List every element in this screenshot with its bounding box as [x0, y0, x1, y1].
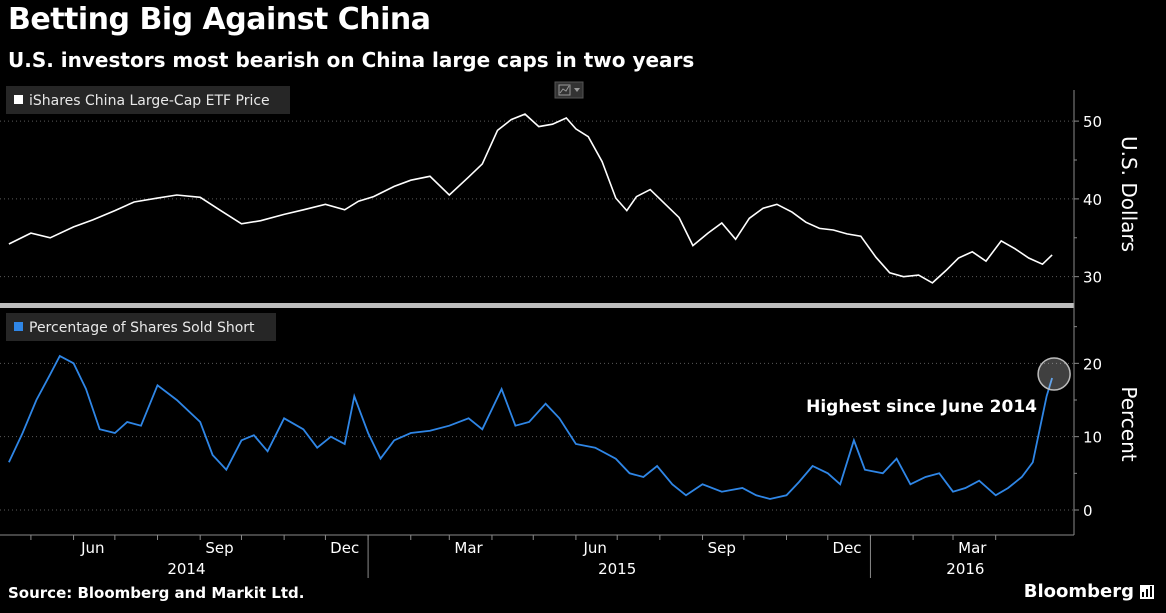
x-tick-label: Sep [708, 539, 736, 557]
grid-top [0, 120, 1074, 278]
y-tick-label: 10 [1083, 429, 1102, 447]
panel-divider [0, 303, 1074, 308]
x-tick-label: Mar [958, 539, 987, 557]
y-tick-label: 50 [1083, 113, 1102, 131]
y-tick-label: 20 [1083, 355, 1102, 373]
x-year-label: 2014 [167, 560, 205, 578]
x-year-label: 2016 [946, 560, 984, 578]
source-note: Source: Bloomberg and Markit Ltd. [8, 584, 305, 602]
y-axis-label-bottom: Percent [1117, 386, 1141, 461]
x-axis: Jun Sep Dec Mar Jun Sep Dec Mar 2014 2015 2016 [30, 535, 997, 578]
annotation-highest: Highest since June 2014 [806, 397, 1037, 417]
y-tick-label: 40 [1083, 191, 1102, 209]
x-tick-label: Dec [330, 539, 359, 557]
legend-bottom-swatch [14, 322, 23, 331]
line-chart-icon [558, 84, 571, 96]
y-axis-top: 30 40 50 [1074, 113, 1102, 287]
x-tick-label: Sep [205, 539, 233, 557]
chart-subtitle: U.S. investors most bearish on China lar… [8, 48, 695, 72]
chart-title: Betting Big Against China [8, 2, 431, 37]
x-year-label: 2015 [598, 560, 636, 578]
y-tick-label: 0 [1083, 502, 1093, 520]
legend-bottom-label: Percentage of Shares Sold Short [29, 320, 255, 336]
x-tick-label: Dec [833, 539, 862, 557]
y-axis-bottom: 0 10 20 [1074, 326, 1102, 520]
legend-bottom-box [6, 313, 276, 341]
bloomberg-chart-icon [1140, 585, 1154, 599]
y-axis-label-top: U.S. Dollars [1117, 136, 1141, 252]
x-tick-label: Jun [80, 539, 104, 557]
legend-top-swatch [14, 95, 23, 104]
brand-logo: Bloomberg [1023, 581, 1134, 602]
highlight-circle [1037, 357, 1071, 391]
chevron-down-icon [574, 88, 580, 92]
series-line-etf-price [8, 113, 1053, 284]
line-chart-icon-stroke [559, 85, 570, 94]
legend-top-box [6, 86, 290, 114]
series-line-short-interest [8, 354, 1053, 500]
y-tick-label: 30 [1083, 269, 1102, 287]
grid-bottom [0, 362, 1074, 511]
x-tick-label: Jun [582, 539, 606, 557]
x-tick-label: Mar [454, 539, 483, 557]
chart-type-button[interactable] [554, 81, 584, 99]
legend-top-label: iShares China Large-Cap ETF Price [29, 93, 270, 109]
